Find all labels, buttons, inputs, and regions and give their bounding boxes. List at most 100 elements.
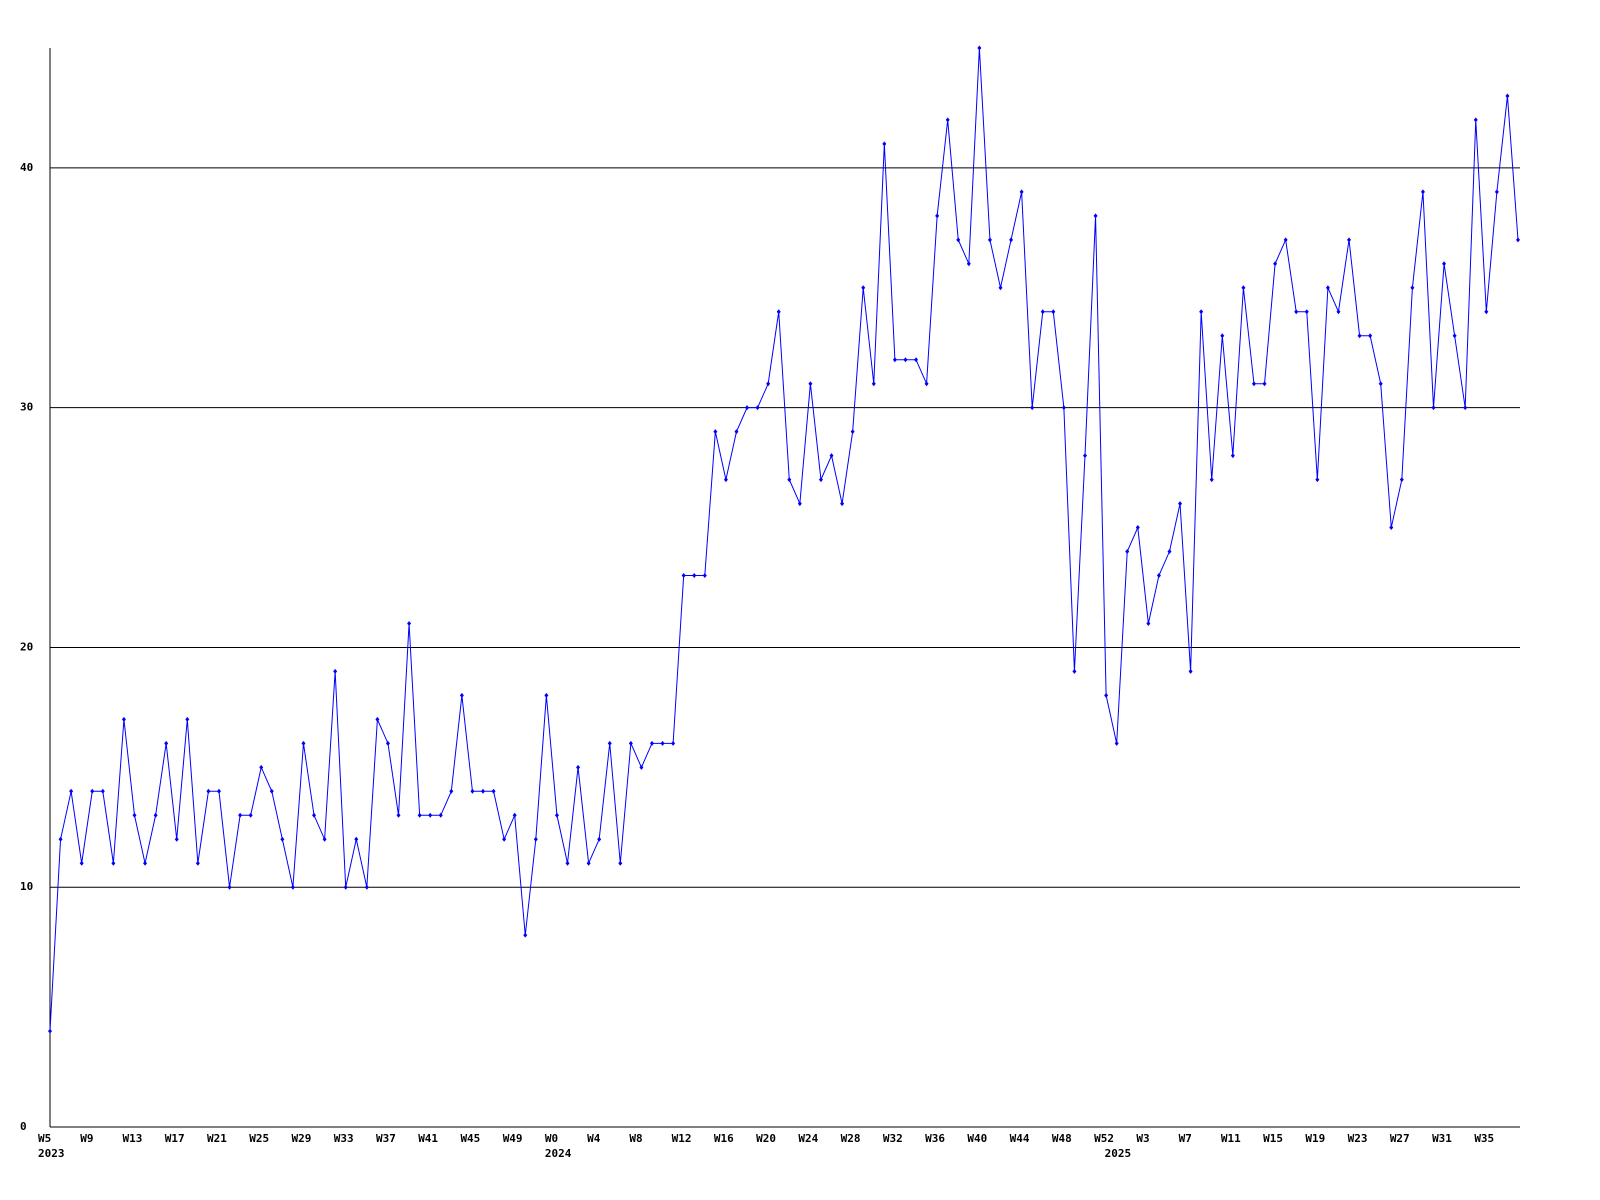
data-point <box>364 884 369 890</box>
x-tick-label: W7 <box>1179 1132 1192 1145</box>
data-point <box>1347 237 1352 243</box>
data-point <box>290 884 295 890</box>
data-point <box>259 764 264 770</box>
data-point <box>597 836 602 842</box>
y-tick-label: 30 <box>20 401 33 414</box>
data-point <box>1104 692 1109 698</box>
data-point <box>945 117 950 123</box>
data-point <box>428 812 433 818</box>
data-point <box>512 812 517 818</box>
data-point <box>1505 93 1510 99</box>
x-tick-label: W52 <box>1094 1132 1114 1145</box>
data-point <box>164 740 169 746</box>
x-tick-label: W49 <box>503 1132 523 1145</box>
data-point <box>143 860 148 866</box>
data-point <box>1294 309 1299 315</box>
data-point <box>966 261 971 267</box>
data-point <box>576 764 581 770</box>
data-point <box>1230 453 1235 459</box>
data-point <box>1220 333 1225 339</box>
x-tick-label: W13 <box>122 1132 142 1145</box>
data-point <box>702 573 707 579</box>
data-point <box>1030 405 1035 411</box>
data-point <box>238 812 243 818</box>
data-point <box>1484 309 1489 315</box>
data-point <box>671 740 676 746</box>
data-point <box>607 740 612 746</box>
x-tick-label: W25 <box>249 1132 269 1145</box>
data-point <box>100 788 105 794</box>
data-point <box>924 381 929 387</box>
data-point <box>523 932 528 938</box>
data-point <box>649 740 654 746</box>
data-point <box>69 788 74 794</box>
data-point <box>459 692 464 698</box>
data-point <box>385 740 390 746</box>
data-point <box>111 860 116 866</box>
x-tick-label: W4 <box>587 1132 601 1145</box>
data-point <box>840 501 845 507</box>
series-line <box>49 47 1519 1032</box>
x-tick-label: W33 <box>334 1132 354 1145</box>
data-point <box>1072 668 1077 674</box>
data-point <box>396 812 401 818</box>
data-point <box>407 620 412 626</box>
data-point <box>808 381 813 387</box>
data-point <box>90 788 95 794</box>
data-point <box>58 836 63 842</box>
data-point <box>1199 309 1204 315</box>
data-point <box>1009 237 1014 243</box>
data-point <box>987 237 992 243</box>
data-point <box>354 836 359 842</box>
data-point <box>48 1028 52 1034</box>
data-point <box>713 429 718 435</box>
data-point <box>185 716 190 722</box>
data-point <box>1283 237 1288 243</box>
data-point <box>892 357 897 363</box>
x-tick-label: W19 <box>1305 1132 1325 1145</box>
x-year-label: 2024 <box>545 1147 572 1160</box>
data-point <box>132 812 137 818</box>
data-point <box>755 405 760 411</box>
data-point <box>248 812 253 818</box>
data-point <box>1399 477 1404 483</box>
data-point <box>269 788 274 794</box>
data-point <box>1082 453 1087 459</box>
x-tick-label: W44 <box>1010 1132 1030 1145</box>
data-point <box>333 668 338 674</box>
data-point <box>766 381 771 387</box>
data-point <box>417 812 422 818</box>
data-point <box>449 788 454 794</box>
x-year-label: 2025 <box>1105 1147 1132 1160</box>
data-point <box>121 716 126 722</box>
data-point <box>977 45 982 51</box>
data-point <box>1357 333 1362 339</box>
data-point <box>322 836 327 842</box>
x-tick-label: W9 <box>80 1132 93 1145</box>
data-point <box>692 573 697 579</box>
data-point <box>1494 189 1499 195</box>
data-point <box>1178 501 1183 507</box>
data-point <box>1410 285 1415 291</box>
data-point <box>1156 573 1161 579</box>
data-point <box>1463 405 1468 411</box>
data-point <box>871 381 876 387</box>
x-tick-label: W21 <box>207 1132 227 1145</box>
y-tick-label: 10 <box>20 880 33 893</box>
data-point <box>1378 381 1383 387</box>
x-tick-label: W5 <box>38 1132 51 1145</box>
data-point <box>1304 309 1309 315</box>
data-point <box>586 860 591 866</box>
y-tick-label: 0 <box>20 1120 27 1133</box>
data-point <box>829 453 834 459</box>
data-point <box>776 309 781 315</box>
data-point <box>216 788 221 794</box>
data-point <box>1146 620 1151 626</box>
x-tick-label: W40 <box>967 1132 987 1145</box>
x-tick-label: W20 <box>756 1132 776 1145</box>
data-point <box>1325 285 1330 291</box>
data-point <box>618 860 623 866</box>
data-point <box>1273 261 1278 267</box>
data-point <box>1389 525 1394 531</box>
